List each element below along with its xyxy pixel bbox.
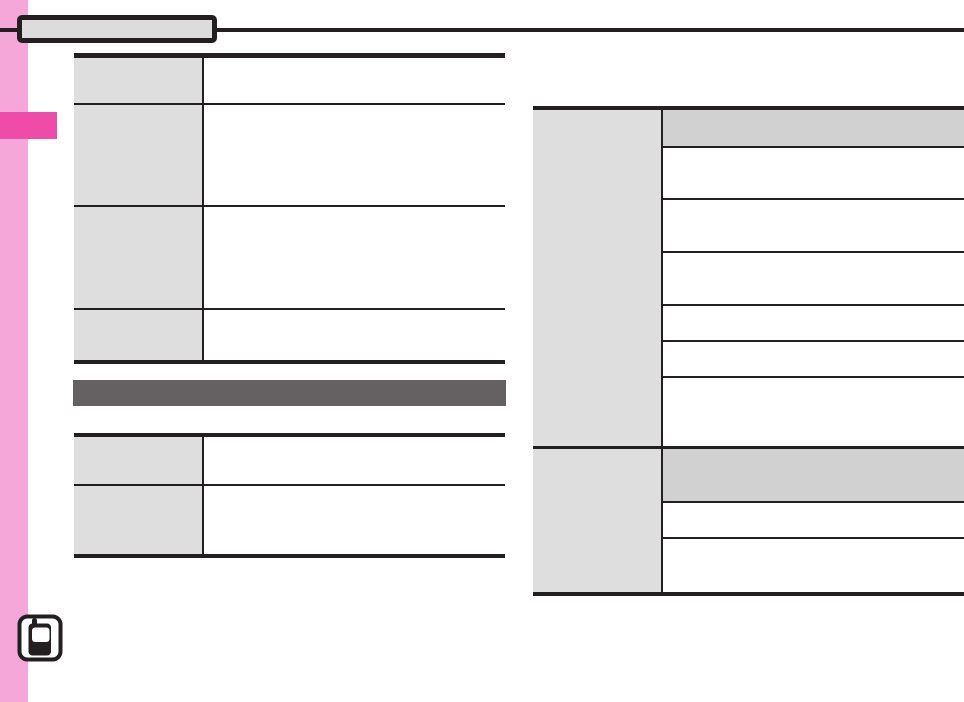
table-row (663, 306, 964, 342)
row-value-cell (204, 310, 505, 360)
table-row (663, 342, 964, 378)
row-header-cell (74, 486, 204, 554)
table-rowgroup (533, 449, 964, 592)
page-title-box (17, 15, 217, 43)
row-value-cell (204, 207, 505, 308)
table-row (74, 310, 505, 360)
spec-table-2 (74, 433, 505, 558)
table-row (663, 200, 964, 253)
row-value-cell (204, 486, 505, 554)
table-row (74, 58, 505, 105)
table-row (663, 378, 964, 446)
header-rule (0, 28, 964, 32)
table-subheader-row (663, 110, 964, 148)
row-value-cell (204, 105, 505, 205)
table-row (74, 207, 505, 310)
rowgroup-header-cell (533, 449, 663, 592)
spec-table-1 (74, 53, 505, 364)
table-row (663, 148, 964, 200)
row-header-cell (74, 437, 204, 484)
right-spec-table (533, 106, 964, 596)
section-header-bar (73, 380, 506, 406)
table-row (663, 253, 964, 306)
table-row (74, 105, 505, 207)
rowgroup-header-cell (533, 110, 663, 446)
row-header-cell (74, 310, 204, 360)
table-row (663, 539, 964, 592)
table-row (663, 503, 964, 539)
row-value-cell (204, 437, 505, 484)
row-header-cell (74, 105, 204, 205)
table-subheader-row (663, 449, 964, 503)
chapter-index-tab (0, 112, 57, 139)
table-row (74, 486, 505, 554)
rowgroup-rows (663, 110, 964, 446)
row-header-cell (74, 58, 204, 103)
row-value-cell (204, 58, 505, 103)
chapter-edge-stripe (0, 0, 28, 702)
table-row (74, 437, 505, 486)
mobile-phone-icon (17, 614, 63, 662)
table-rowgroup (533, 110, 964, 449)
row-header-cell (74, 207, 204, 308)
rowgroup-rows (663, 449, 964, 592)
